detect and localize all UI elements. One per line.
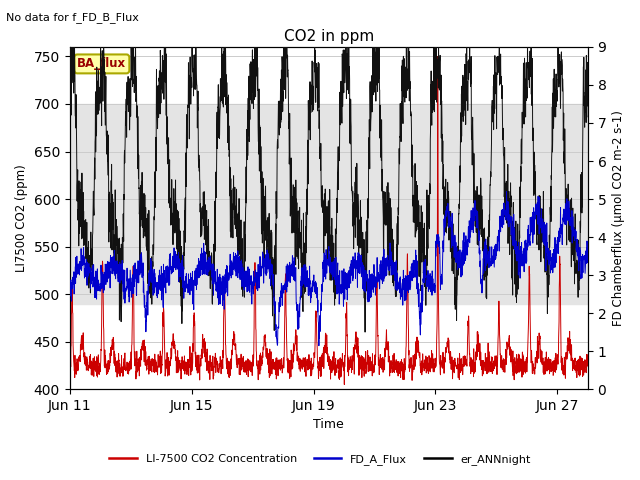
Legend: LI-7500 CO2 Concentration, FD_A_Flux, er_ANNnight: LI-7500 CO2 Concentration, FD_A_Flux, er… (104, 450, 536, 469)
Text: No data for f_FD_B_Flux: No data for f_FD_B_Flux (6, 12, 140, 23)
Bar (70, 104, 588, 303)
Y-axis label: LI7500 CO2 (ppm): LI7500 CO2 (ppm) (15, 164, 28, 272)
Y-axis label: FD Chamberflux (μmol CO2 m-2 s-1): FD Chamberflux (μmol CO2 m-2 s-1) (612, 110, 625, 326)
Title: CO2 in ppm: CO2 in ppm (284, 29, 374, 44)
Text: BA_flux: BA_flux (77, 58, 126, 71)
X-axis label: Time: Time (314, 419, 344, 432)
